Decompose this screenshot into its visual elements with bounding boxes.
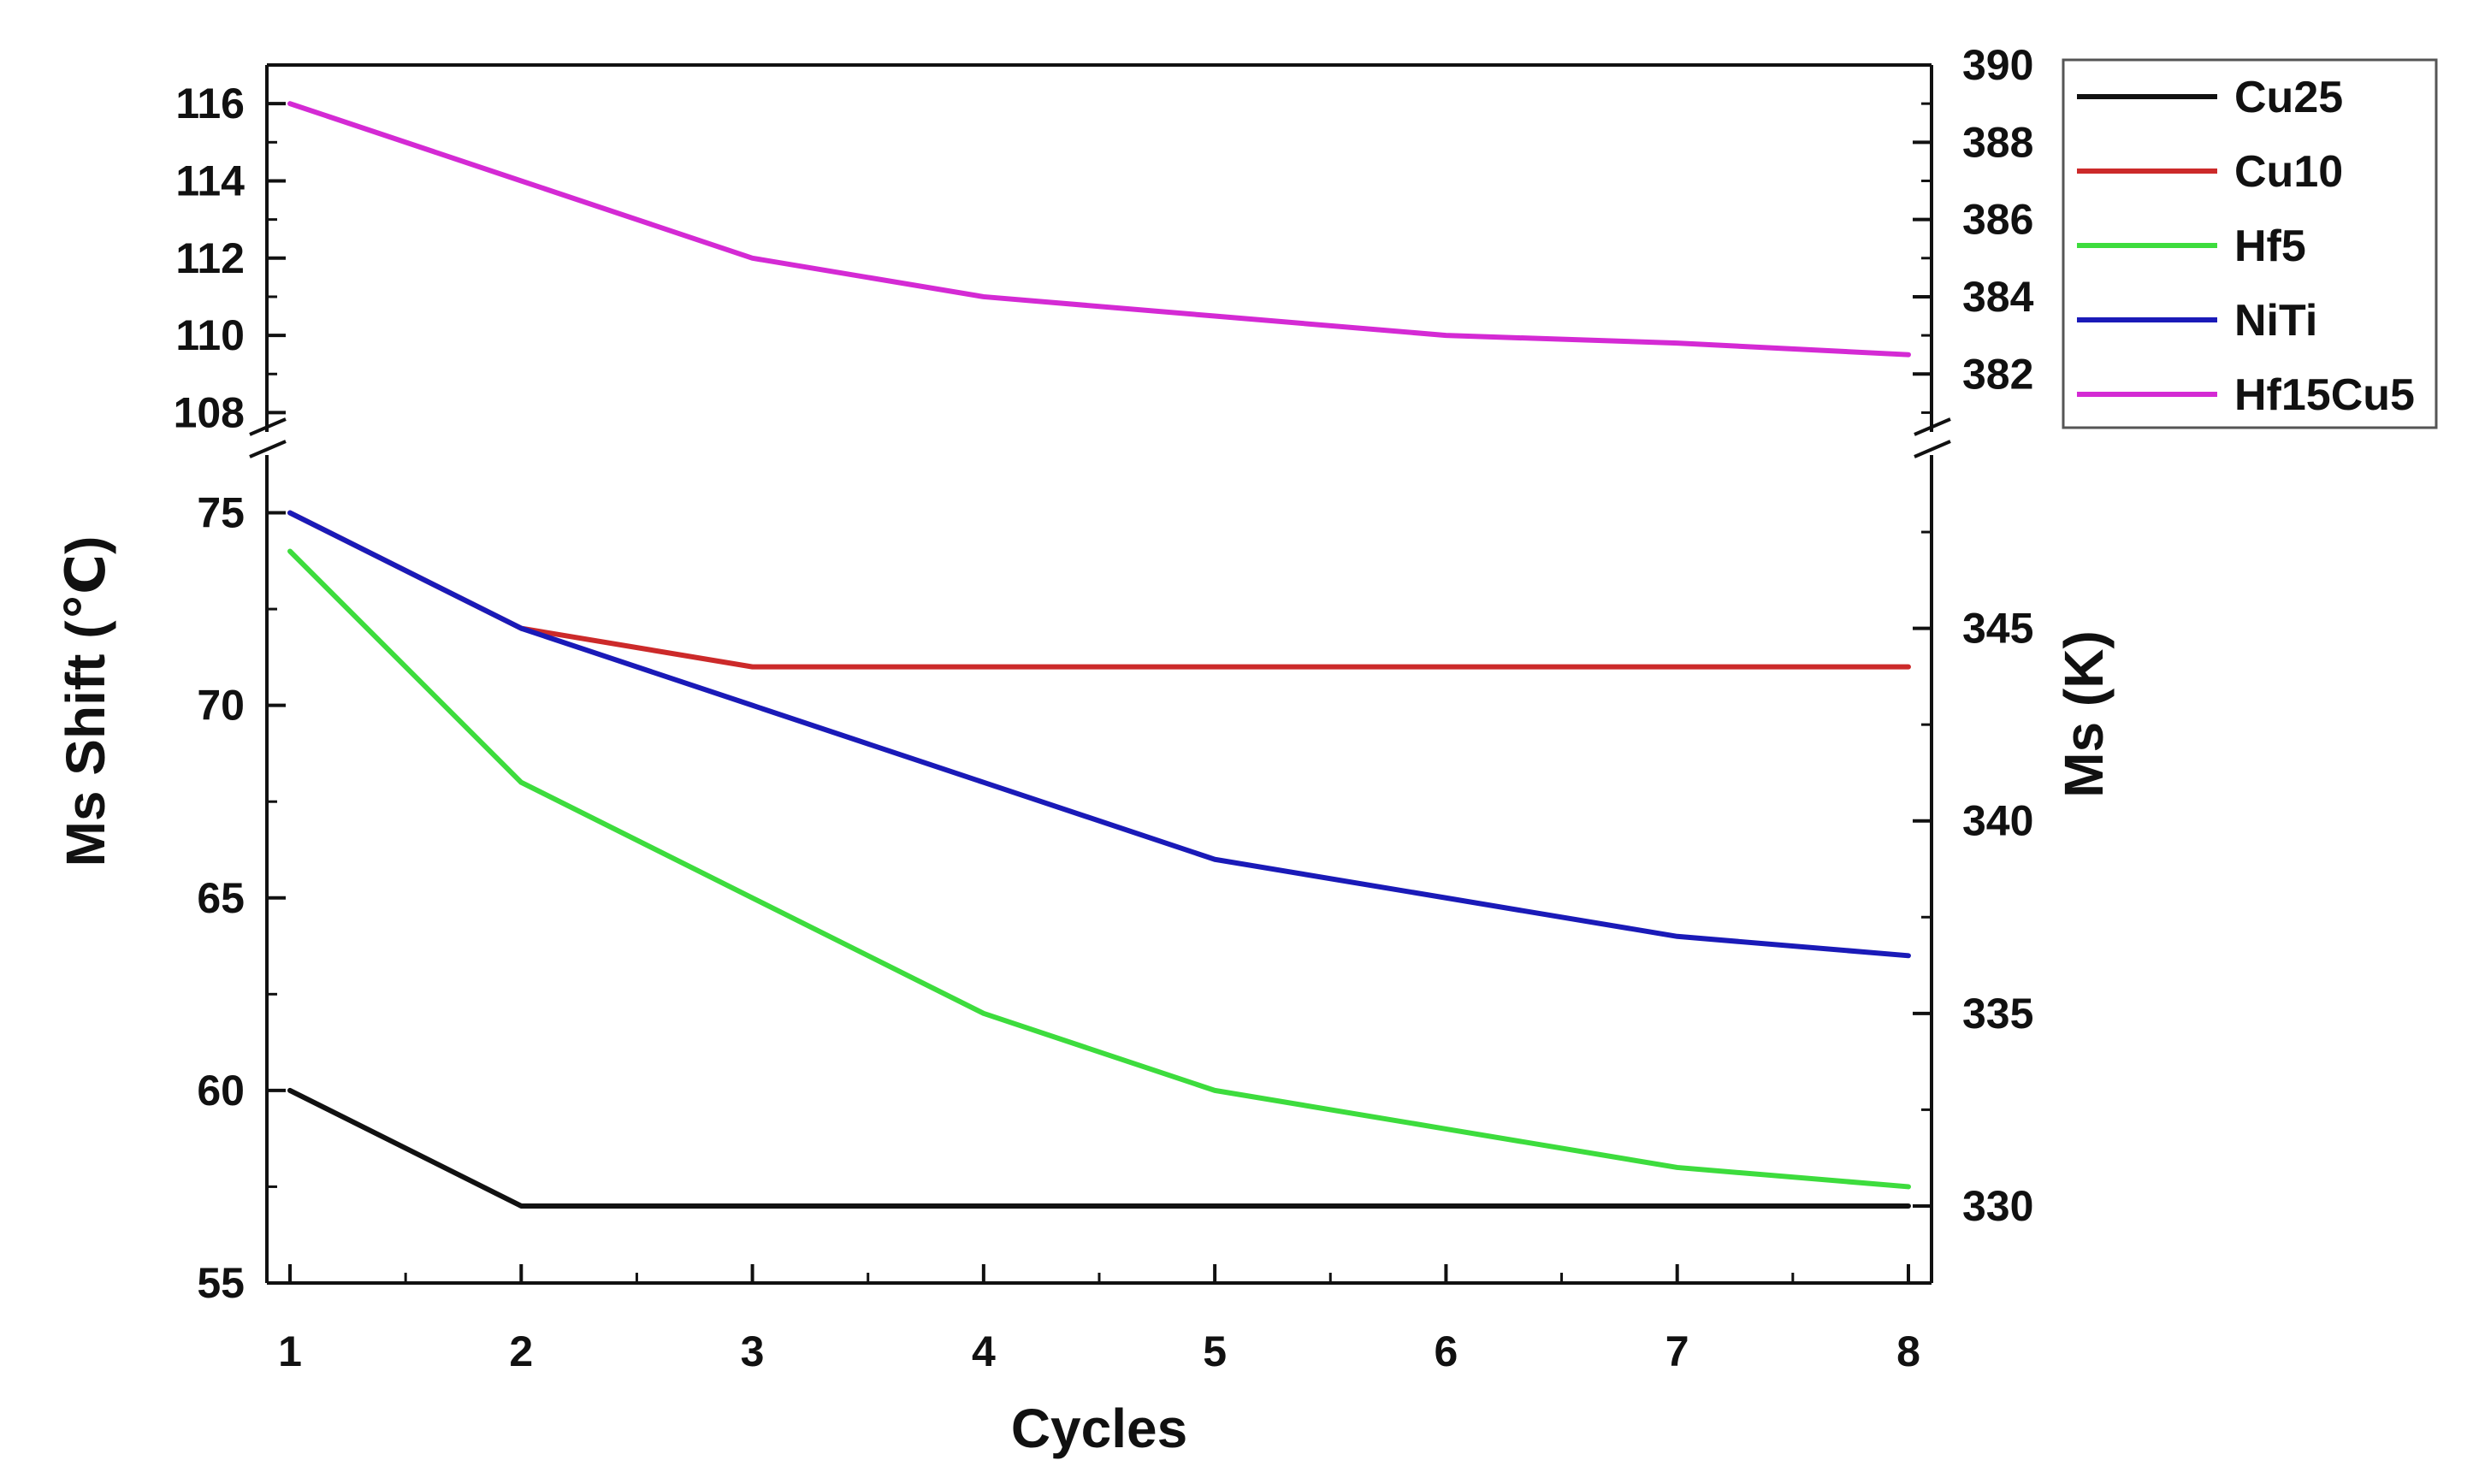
legend-label-niti: NiTi — [2234, 296, 2317, 346]
right-y-tick-label: 330 — [1962, 1182, 2033, 1230]
legend-label-cu10: Cu10 — [2234, 147, 2343, 197]
axis-break-left — [249, 417, 287, 458]
legend-label-hf15cu5: Hf15Cu5 — [2234, 370, 2415, 420]
axis-ticks — [267, 63, 1932, 1285]
right-y-tick-label: 384 — [1962, 273, 2034, 321]
left-y-tick-label: 65 — [197, 874, 245, 922]
legend-items: Cu25 Cu10 Hf5 NiTi Hf15Cu5 — [2077, 73, 2415, 420]
right-y-tick-label: 386 — [1962, 196, 2033, 244]
left-y-tick-label: 60 — [197, 1067, 245, 1114]
series-line-cu10 — [287, 510, 1911, 670]
x-tick-label: 2 — [509, 1327, 533, 1375]
x-tick-label: 8 — [1896, 1327, 1920, 1375]
right-y-tick-label: 335 — [1962, 990, 2033, 1038]
left-y-tick-label: 70 — [197, 682, 245, 730]
right-y-tick-label: 382 — [1962, 350, 2033, 398]
series-lines — [287, 101, 1911, 1209]
x-tick-label: 3 — [741, 1327, 765, 1375]
x-tick-label: 1 — [278, 1327, 302, 1375]
series-line-niti — [287, 510, 1911, 959]
series-line-hf15cu5 — [287, 101, 1911, 358]
right-y-tick-label: 388 — [1962, 118, 2033, 166]
series-line-cu25 — [287, 1087, 1911, 1209]
legend-label-cu25: Cu25 — [2234, 73, 2343, 122]
x-tick-label: 5 — [1203, 1327, 1227, 1375]
legend-label-hf5: Hf5 — [2234, 222, 2306, 271]
right-y-tick-label: 340 — [1962, 797, 2033, 845]
left-y-tick-label: 114 — [175, 157, 245, 204]
left-axis-title: Ms Shift (℃) — [55, 536, 116, 867]
legend: Cu25 Cu10 Hf5 NiTi Hf15Cu5 — [2062, 58, 2438, 429]
left-y-tick-label: 110 — [175, 311, 245, 359]
right-axis-title: Ms (K) — [2053, 630, 2115, 798]
left-y-tick-label: 55 — [197, 1259, 245, 1307]
upper-panel-frame — [265, 63, 1933, 432]
x-tick-label: 4 — [972, 1327, 996, 1375]
left-y-tick-label: 116 — [175, 80, 245, 127]
x-tick-label: 7 — [1665, 1327, 1689, 1375]
left-y-tick-label: 108 — [174, 388, 245, 436]
axis-break-right — [1914, 417, 1951, 458]
x-axis-title: Cycles — [1011, 1398, 1187, 1459]
right-y-tick-label: 345 — [1962, 605, 2033, 653]
left-y-tick-label: 112 — [175, 234, 245, 282]
series-line-hf5 — [287, 548, 1911, 1190]
tick-labels: 1 2 3 4 5 6 7 810811011211411638238438638839055… — [174, 41, 2034, 1375]
left-y-tick-label: 75 — [197, 489, 245, 537]
x-tick-label: 6 — [1435, 1327, 1458, 1375]
right-y-tick-label: 390 — [1962, 41, 2033, 89]
